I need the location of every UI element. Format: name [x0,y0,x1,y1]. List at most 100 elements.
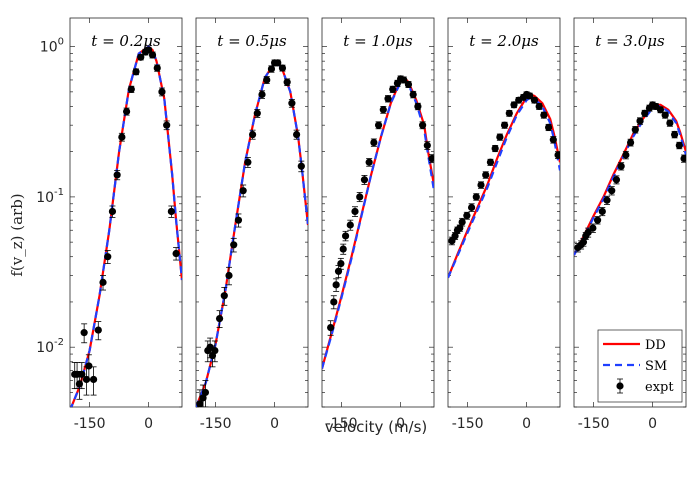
expt-point [598,207,606,216]
legend-label-DD: DD [645,338,666,353]
expt-point [253,109,261,117]
x-tick-label: -150 [578,416,610,432]
x-tick-label: 0 [144,416,153,432]
expt-point [80,329,88,337]
expt-point [636,117,644,125]
expt-point [89,375,98,384]
expt-point [132,68,140,76]
panel-3: -150 0 t = 1.0μs [321,17,435,432]
panel-title: t = 1.0μs [343,32,413,50]
expt-point [370,138,378,147]
expt-point [530,96,539,104]
y-axis-label: f(v_z) (arb) [8,193,26,276]
x-tick-label: -150 [326,416,358,432]
expt-point [127,85,135,93]
expt-point [293,130,301,139]
expt-point [201,388,210,397]
expt-point [215,314,224,323]
expt-point [579,238,588,246]
panel-plot-area [70,45,182,407]
expt-point [122,107,131,116]
expt-point [108,207,117,216]
expt-point [196,400,204,407]
panel-plot-area [574,101,686,256]
expt-point [230,241,238,249]
expt-point [554,151,560,159]
panel-4: -150 0 t = 2.0μs [447,17,561,432]
expt-point [500,121,509,129]
expt-point [99,278,107,286]
x-tick-label: -150 [74,416,106,432]
expt-point [339,245,347,253]
expt-point [94,326,102,334]
expt-point [535,102,543,111]
expt-point [540,111,548,119]
x-tick-label: 0 [522,416,531,432]
expt-point [451,232,459,240]
expt-point [666,119,674,127]
panel-title: t = 3.0μs [595,32,665,50]
legend-expt-marker [616,382,624,390]
x-axis-label: velocity (m/s) [325,418,428,436]
expt-point [617,162,625,170]
expt-point [274,59,282,67]
expt-point [113,171,121,179]
expt-point [482,171,490,179]
expt-point [365,158,373,166]
expt-point [549,136,557,144]
expt-point [337,259,345,268]
expt-point [341,232,350,240]
expt-point [603,196,611,204]
expt-point [163,121,171,129]
y-tick-label: 10-2 [36,337,64,356]
expt-point [671,130,679,139]
expt-point [428,154,434,163]
expt-point [505,109,513,117]
x-tick-label: -150 [200,416,232,432]
series-SM-line [322,78,434,369]
legend-label-expt: expt [645,380,674,395]
expt-point [622,151,630,159]
expt-point [631,126,639,134]
panel-2: -150 0 t = 0.5μs [195,17,309,432]
series-SM-line [70,45,182,407]
expt-point [458,218,466,226]
expt-point [545,123,553,132]
expt-point [414,102,422,111]
legend: DD SM expt [597,329,683,403]
expt-point [78,370,86,378]
panel-1: -150 0 10-2 10-1 100 t = 0.2μs [36,17,183,432]
expt-point [589,224,597,232]
expt-point [211,346,219,355]
panel-frame [321,17,435,408]
expt-point [244,158,252,166]
x-tick-label: -150 [452,416,484,432]
expt-point [234,216,243,224]
expt-point [379,106,387,114]
expt-point [626,138,635,147]
expt-point [137,53,145,61]
panel-plot-area [196,59,308,407]
expt-point [239,187,247,195]
expt-point [220,292,228,300]
x-tick-label: 0 [648,416,657,432]
expt-point [423,141,431,150]
expt-point [467,203,476,212]
expt-point [463,212,471,220]
expt-point [409,90,417,99]
expt-point [283,78,291,86]
expt-point [612,176,621,184]
expt-point [404,80,413,89]
expt-point [263,76,271,84]
panel-title: t = 2.0μs [469,32,539,50]
x-tick-label: 0 [270,416,279,432]
panel-title: t = 0.5μs [217,32,287,50]
expt-point [330,298,338,306]
expt-point [85,362,93,370]
expt-point [656,106,665,114]
expt-point [419,121,427,129]
expt-point [332,281,340,289]
expt-point [584,228,592,237]
